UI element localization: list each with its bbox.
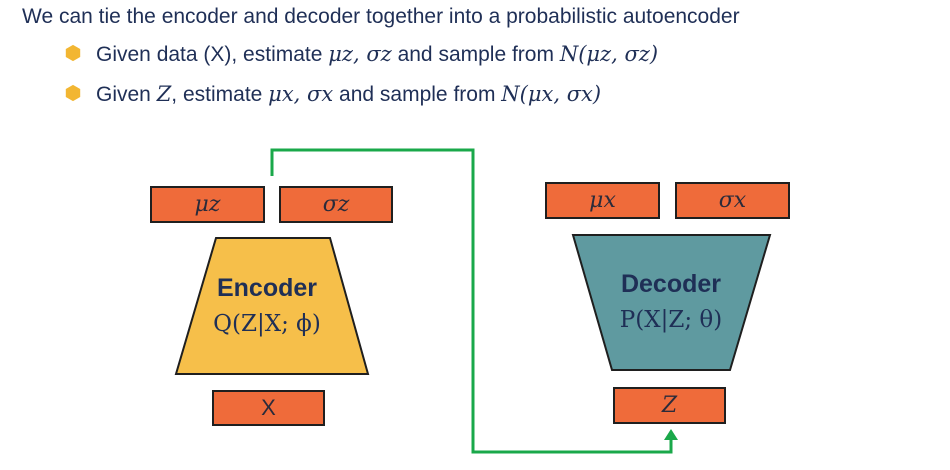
decoder-mu-box: μx <box>545 182 660 219</box>
bullet-1-mid: and sample from <box>391 43 560 66</box>
bullet-1-params: μz, σz <box>328 42 392 66</box>
bullet-text-2: Given Z, estimate μx, σx and sample from… <box>96 82 601 107</box>
decoder-input-label: Z <box>661 393 678 418</box>
encoder-formula: Q(Z|X; ϕ) <box>213 311 321 337</box>
hexagon-bullet-icon <box>65 84 81 102</box>
encoder-sigma-label: σz <box>322 192 350 217</box>
decoder-label: Decoder P(X|Z; θ) <box>600 270 742 333</box>
decoder-input-box: Z <box>613 387 726 424</box>
encoder-input-box: X <box>212 390 325 426</box>
decoder-sigma-box: σx <box>675 182 790 219</box>
bullet-2-given-var: Z <box>156 82 172 106</box>
bullet-2-mid1: , estimate <box>171 83 269 106</box>
encoder-trapezoid <box>174 237 370 375</box>
arrow-up-icon <box>664 429 678 440</box>
decoder-sigma-label: σx <box>718 188 747 213</box>
decoder-formula: P(X|Z; θ) <box>619 307 723 333</box>
bullet-1-distribution: N(μz, σz) <box>559 42 659 66</box>
bullet-2-params: μx, σx <box>268 82 334 106</box>
bullet-2-mid2: and sample from <box>333 83 502 106</box>
decoder-mu-label: μx <box>589 188 616 213</box>
encoder-title: Encoder <box>216 274 318 302</box>
encoder-input-label: X <box>261 395 276 420</box>
bullet-text-1: Given data (X), estimate μz, σz and samp… <box>96 42 658 67</box>
encoder-mu-box: μz <box>150 186 265 223</box>
latent-connector-line <box>270 148 673 454</box>
encoder-label: Encoder Q(Z|X; ϕ) <box>197 274 337 337</box>
bullet-1-prefix: Given data (X), estimate <box>96 43 329 66</box>
bullet-2-prefix: Given <box>96 83 157 106</box>
encoder-sigma-box: σz <box>279 186 393 223</box>
encoder-mu-label: μz <box>194 192 221 217</box>
bullet-2-distribution: N(μx, σx) <box>501 82 602 106</box>
decoder-title: Decoder <box>620 270 722 298</box>
slide-title: We can tie the encoder and decoder toget… <box>22 5 740 28</box>
hexagon-bullet-icon <box>65 44 81 62</box>
decoder-trapezoid <box>571 234 772 371</box>
